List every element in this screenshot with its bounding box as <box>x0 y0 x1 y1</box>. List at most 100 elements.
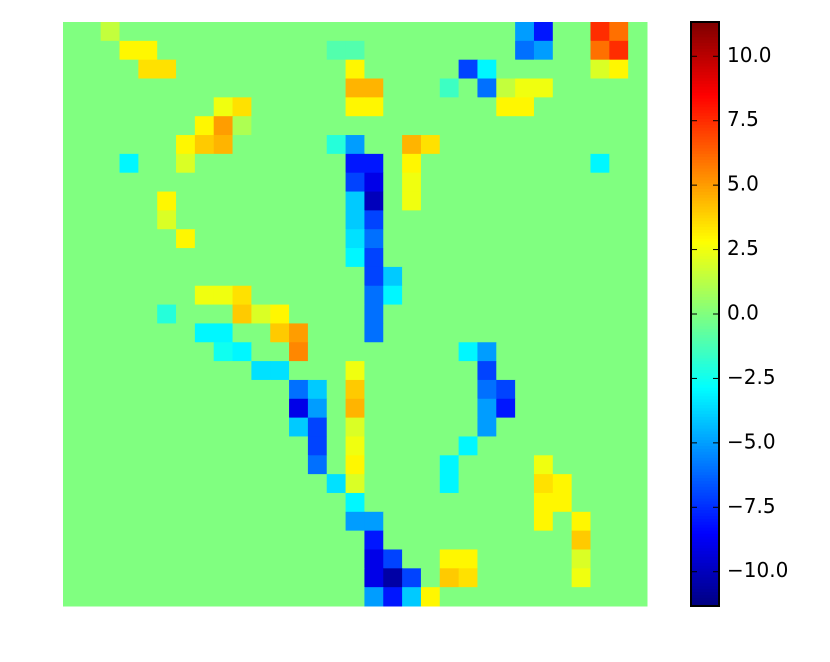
cell <box>326 210 347 230</box>
cell <box>364 59 384 80</box>
cell <box>364 97 384 117</box>
cell <box>345 191 365 211</box>
cell <box>100 285 121 306</box>
cell <box>289 172 309 193</box>
colorbar-segment <box>691 208 719 213</box>
cell <box>176 229 196 249</box>
cell <box>477 379 497 400</box>
cell <box>232 153 252 174</box>
cell <box>515 474 535 494</box>
cell <box>81 342 102 362</box>
cell <box>590 116 610 136</box>
cell <box>81 97 102 117</box>
colorbar-segment <box>691 276 719 280</box>
cell <box>364 78 384 98</box>
cell <box>383 568 403 588</box>
cell <box>194 210 215 230</box>
cell <box>402 511 422 532</box>
cell <box>533 135 554 155</box>
cell <box>138 342 158 362</box>
cell <box>176 22 196 42</box>
cell <box>552 285 573 306</box>
cell <box>628 474 648 494</box>
cell <box>515 417 535 437</box>
colorbar-segment <box>691 252 719 257</box>
cell <box>157 492 177 513</box>
cell <box>364 304 384 324</box>
colorbar-segment <box>691 170 719 175</box>
cell <box>63 135 83 155</box>
cell <box>213 153 234 174</box>
cell <box>289 436 309 456</box>
colorbar-segment <box>691 168 719 172</box>
cell <box>345 210 365 230</box>
colorbar-segment <box>691 436 719 441</box>
cell <box>119 323 139 343</box>
cell <box>232 361 252 381</box>
cell <box>552 22 573 42</box>
colorbar-segment <box>691 471 719 476</box>
cell <box>213 361 234 381</box>
cell <box>496 455 516 475</box>
cell <box>458 323 478 343</box>
cell <box>81 568 102 588</box>
cell <box>420 492 441 513</box>
cell <box>458 398 478 419</box>
cell <box>63 210 83 230</box>
cell <box>213 587 234 607</box>
colorbar-segment <box>691 325 719 330</box>
cell <box>176 587 196 607</box>
cell <box>345 22 365 42</box>
cell <box>439 135 460 155</box>
colorbar-segment <box>691 387 719 391</box>
cell <box>628 266 648 287</box>
colorbar-segment <box>691 562 719 566</box>
cell <box>345 568 365 588</box>
cell <box>307 511 328 532</box>
cell <box>213 398 234 419</box>
cell <box>552 97 573 117</box>
cell <box>496 474 516 494</box>
colorbar-segment <box>691 258 719 263</box>
cell <box>100 398 121 419</box>
cell <box>157 248 177 268</box>
colorbar-segment <box>691 535 719 540</box>
cell <box>420 361 441 381</box>
cell <box>307 342 328 362</box>
colorbar-segment <box>691 235 719 239</box>
cell <box>289 266 309 287</box>
cell <box>232 116 252 136</box>
cell <box>232 398 252 419</box>
cell <box>477 59 497 80</box>
cell <box>232 549 252 569</box>
cell <box>270 248 290 268</box>
colorbar-segment <box>691 77 719 81</box>
cell <box>270 379 290 400</box>
cell <box>307 417 328 437</box>
cell <box>157 22 177 42</box>
cell <box>571 398 591 419</box>
colorbar-segment <box>691 530 719 534</box>
cell <box>138 417 158 437</box>
cell <box>119 398 139 419</box>
cell <box>81 398 102 419</box>
cell <box>552 116 573 136</box>
cell <box>138 361 158 381</box>
cell <box>213 97 234 117</box>
colorbar-segment <box>691 273 719 277</box>
cell <box>496 285 516 306</box>
cell <box>251 78 271 98</box>
cell <box>213 248 234 268</box>
colorbar-segment <box>691 489 719 493</box>
cell <box>194 248 215 268</box>
cell <box>100 153 121 174</box>
cell <box>307 530 328 550</box>
cell <box>533 229 554 249</box>
cell <box>326 587 347 607</box>
cell <box>628 210 648 230</box>
cell <box>307 78 328 98</box>
cell <box>571 285 591 306</box>
cell <box>138 135 158 155</box>
cell <box>194 191 215 211</box>
cell <box>458 229 478 249</box>
